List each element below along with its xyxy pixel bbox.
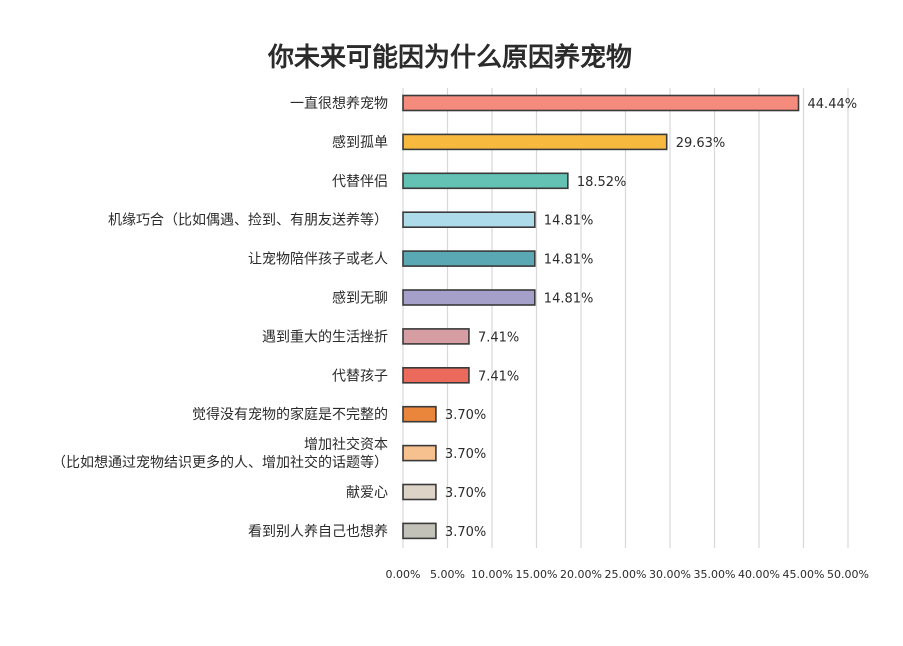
- bar: [402, 94, 800, 112]
- value-label: 14.81%: [544, 292, 594, 307]
- bar: [402, 405, 437, 423]
- value-label: 14.81%: [544, 214, 594, 229]
- bar: [402, 366, 470, 384]
- bar: [402, 483, 437, 501]
- x-tick-label: 45.00%: [783, 568, 825, 581]
- x-tick-label: 25.00%: [605, 568, 647, 581]
- category-label: 觉得没有宠物的家庭是不完整的: [192, 406, 388, 423]
- value-label: 44.44%: [808, 97, 858, 112]
- category-label: 感到无聊: [332, 290, 388, 307]
- x-tick-label: 35.00%: [694, 568, 736, 581]
- x-axis-ticks: 0.00% 5.00% 10.00% 15.00% 20.00% 25.00% 30.00%…: [386, 568, 869, 581]
- value-label: 3.70%: [445, 486, 486, 501]
- category-label: 一直很想养宠物: [290, 95, 388, 112]
- value-label: 7.41%: [478, 330, 519, 345]
- category-label: 遇到重大的生活挫折: [262, 329, 388, 345]
- grid-lines: [402, 88, 849, 548]
- x-tick-label: 40.00%: [738, 568, 780, 581]
- value-labels: 44.44% 29.63% 18.52% 14.81% 14.81% 14.81% 7.41…: [445, 97, 857, 540]
- value-label: 14.81%: [544, 253, 594, 268]
- category-label: 献爱心: [346, 485, 388, 501]
- category-label: 代替伴侣: [332, 174, 388, 190]
- x-tick-label: 20.00%: [560, 568, 602, 581]
- bar: [402, 522, 437, 540]
- x-tick-label: 15.00%: [516, 568, 558, 581]
- category-label: 代替孩子: [332, 368, 388, 384]
- x-tick-label: 50.00%: [827, 568, 869, 581]
- x-tick-label: 0.00%: [386, 568, 421, 581]
- bar: [402, 172, 569, 190]
- x-tick-label: 30.00%: [649, 568, 691, 581]
- x-tick-label: 10.00%: [471, 568, 513, 581]
- value-label: 3.70%: [445, 525, 486, 540]
- bars: [402, 94, 800, 540]
- value-label: 29.63%: [676, 136, 726, 151]
- x-tick-label: 5.00%: [430, 568, 465, 581]
- bar: [402, 133, 668, 151]
- bar: [402, 444, 437, 462]
- category-label: （比如想通过宠物结识更多的人、增加社交的话题等）: [52, 454, 388, 471]
- value-label: 3.70%: [445, 447, 486, 462]
- chart-title: 你未来可能因为什么原因养宠物: [267, 42, 632, 73]
- category-label: 感到孤单: [332, 134, 388, 151]
- category-label: 让宠物陪伴孩子或老人: [248, 252, 388, 268]
- category-label: 增加社交资本: [304, 436, 388, 453]
- value-label: 7.41%: [478, 369, 519, 384]
- value-label: 3.70%: [445, 408, 486, 423]
- category-label: 看到别人养自己也想养: [248, 524, 388, 540]
- category-label: 机缘巧合（比如偶遇、捡到、有朋友送养等）: [108, 212, 388, 229]
- bar: [402, 289, 536, 306]
- bar: [402, 250, 536, 267]
- bar: [402, 211, 536, 228]
- bar: [402, 328, 470, 345]
- value-label: 18.52%: [577, 175, 627, 190]
